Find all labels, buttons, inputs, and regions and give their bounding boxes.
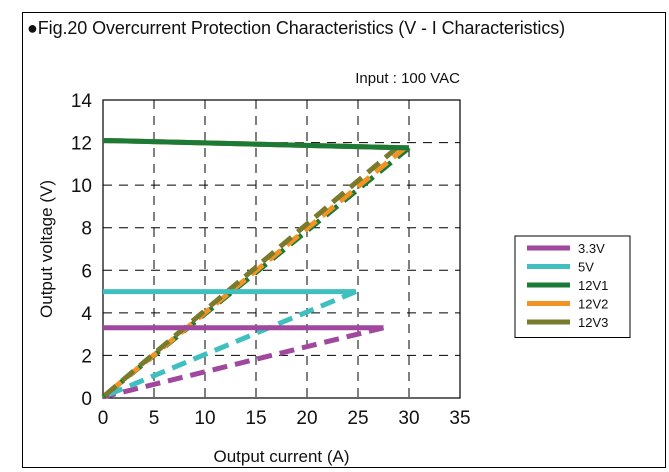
series-foldback-5v xyxy=(102,289,357,400)
plot-area-frame xyxy=(102,99,461,399)
legend-label: 12V2 xyxy=(578,297,608,312)
y-tick-label: 8 xyxy=(81,219,92,240)
x-tick-label: 20 xyxy=(296,408,317,429)
y-tick-label: 2 xyxy=(81,346,92,367)
y-axis-label: Output voltage (V) xyxy=(37,180,56,318)
x-tick-label: 30 xyxy=(398,408,419,429)
y-tick-label: 14 xyxy=(71,91,93,112)
y-tick-label: 4 xyxy=(81,304,92,325)
figure-title: ●Fig.20 Overcurrent Protection Character… xyxy=(27,18,566,38)
x-axis-label: Output current (A) xyxy=(213,447,349,466)
legend-label: 5V xyxy=(578,260,594,275)
input-condition-annotation: Input : 100 VAC xyxy=(355,70,460,87)
y-tick-label: 12 xyxy=(71,134,92,155)
x-tick-label: 35 xyxy=(449,408,470,429)
legend-label: 12V3 xyxy=(578,315,608,330)
x-tick-label: 0 xyxy=(98,408,109,429)
legend: 3.3V 5V 12V1 12V2 12V3 xyxy=(514,235,631,338)
y-tick-label: 0 xyxy=(81,389,92,410)
series-regulated-12v1 xyxy=(102,137,410,151)
x-tick-label: 15 xyxy=(245,408,266,429)
legend-label: 3.3V xyxy=(578,241,605,256)
axis-ticks: 0 5 10 15 20 25 30 35 0 2 4 6 8 10 12 14 xyxy=(71,91,471,429)
legend-label: 12V1 xyxy=(578,278,608,293)
y-tick-label: 6 xyxy=(81,261,92,282)
series-lines xyxy=(101,137,411,400)
x-tick-label: 5 xyxy=(149,408,160,429)
series-foldback-3-3v xyxy=(102,325,385,400)
x-tick-label: 10 xyxy=(194,408,215,429)
series-foldback-12v3 xyxy=(101,145,399,399)
series-foldback-12v2 xyxy=(101,145,407,399)
y-tick-label: 10 xyxy=(71,176,92,197)
x-tick-label: 25 xyxy=(347,408,368,429)
